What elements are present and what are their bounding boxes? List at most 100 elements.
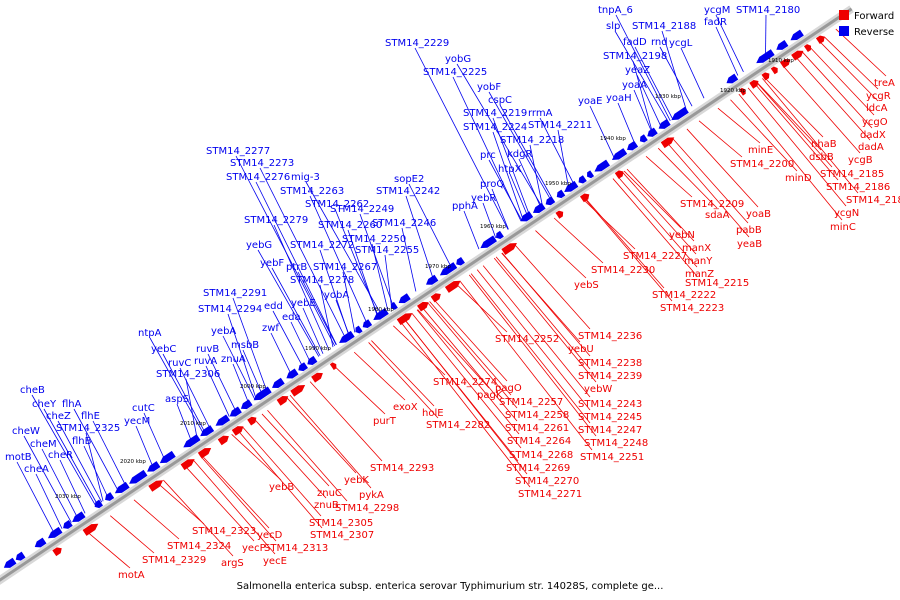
forward-gene-label: sdaA — [705, 210, 730, 221]
label-connector — [401, 227, 417, 292]
scale-tick-label: 1940 kbp — [600, 136, 626, 142]
label-connector — [818, 40, 879, 102]
forward-gene-label: minE — [748, 145, 773, 156]
reverse-gene — [362, 319, 373, 329]
forward-gene-label: STM14_2264 — [507, 436, 571, 447]
label-connector — [242, 349, 263, 395]
reverse-gene-label: cutC — [132, 403, 155, 414]
label-connector — [529, 144, 543, 207]
label-connector — [427, 302, 518, 409]
label-connector — [333, 365, 386, 415]
forward-gene-label: purT — [373, 416, 397, 427]
forward-gene — [311, 372, 323, 383]
forward-gene-label: STM14_2269 — [506, 463, 570, 474]
label-connector — [482, 265, 591, 398]
label-connector — [680, 47, 705, 99]
forward-gene-label: argS — [221, 558, 244, 569]
label-connector — [157, 483, 205, 525]
forward-gene — [231, 426, 244, 436]
forward-gene-label: STM14_2251 — [580, 452, 644, 463]
reverse-gene-label: cheY — [32, 399, 57, 410]
label-connector — [433, 298, 508, 382]
reverse-gene-label: slp — [606, 21, 620, 32]
label-connector — [615, 14, 671, 122]
reverse-gene — [456, 256, 465, 266]
label-connector — [184, 465, 255, 542]
forward-gene-label: STM14_2230 — [591, 265, 655, 276]
label-connector — [270, 332, 292, 376]
forward-gene-label: STM14_2305 — [309, 518, 373, 529]
forward-gene-label: yeaB — [737, 239, 762, 250]
label-connector — [612, 178, 698, 277]
forward-gene-label: STM14_2274 — [433, 377, 497, 388]
label-connector — [470, 273, 591, 424]
label-connector — [41, 448, 79, 519]
label-connector — [514, 244, 591, 330]
label-connector — [227, 313, 257, 399]
label-connector — [535, 230, 587, 279]
forward-gene-label: STM14_2268 — [509, 450, 573, 461]
forward-gene-label: STM14_2258 — [505, 410, 569, 421]
scale-tick-label: 1980 kbp — [368, 307, 394, 313]
label-connector — [747, 87, 847, 207]
label-connector — [135, 425, 154, 468]
reverse-gene — [215, 414, 231, 426]
forward-gene-label: yebB — [269, 482, 294, 493]
scale-tick-label: 1970 kbp — [425, 264, 451, 270]
label-connector — [476, 269, 591, 411]
label-connector — [289, 394, 372, 489]
label-connector — [429, 301, 512, 396]
forward-gene-label: STM14_2239 — [578, 371, 642, 382]
label-connector — [403, 318, 528, 475]
label-connector — [488, 91, 552, 201]
label-connector — [468, 274, 597, 437]
label-connector — [342, 271, 356, 333]
label-connector — [633, 89, 653, 134]
label-connector — [92, 420, 127, 487]
reverse-gene — [390, 301, 398, 310]
forward-gene-label: STM14_2313 — [264, 543, 328, 554]
label-connector — [459, 280, 593, 451]
reverse-gene-label: STM14_2225 — [423, 67, 487, 78]
scale-tick-label: 1910 kbp — [768, 58, 794, 64]
forward-gene — [417, 301, 429, 312]
reverse-gene — [72, 511, 86, 522]
reverse-gene-label: pphA — [452, 201, 478, 212]
label-connector — [59, 459, 86, 514]
label-connector — [495, 256, 591, 370]
reverse-gene-label: STM14_2260 — [318, 220, 382, 231]
label-connector — [286, 397, 357, 474]
forward-gene-label: STM14_2215 — [685, 278, 749, 289]
reverse-gene-label: STM14_2291 — [203, 288, 267, 299]
label-connector — [353, 351, 406, 401]
label-connector — [335, 299, 350, 337]
label-connector — [762, 78, 859, 194]
label-connector — [455, 283, 508, 333]
reverse-gene-label: tnpA_6 — [598, 5, 633, 16]
reverse-gene — [200, 425, 215, 437]
reverse-gene — [639, 134, 648, 143]
forward-gene — [761, 72, 770, 81]
forward-gene-label: STM14_2227 — [623, 251, 687, 262]
reverse-gene — [159, 450, 176, 464]
label-connector — [347, 229, 379, 318]
forward-gene-label: manX — [682, 243, 711, 254]
forward-gene-label: minD — [785, 173, 812, 184]
reverse-gene-label: cheW — [12, 426, 40, 437]
label-connector — [463, 210, 480, 250]
reverse-gene-label: cheA — [24, 464, 49, 475]
reverse-gene-label: yebC — [151, 344, 176, 355]
reverse-gene — [626, 140, 639, 151]
forward-gene-label: yebW — [584, 384, 612, 395]
label-connector — [657, 147, 718, 209]
forward-gene-label: znuB — [314, 500, 339, 511]
legend-swatch-forward — [839, 10, 849, 20]
label-connector — [501, 252, 591, 357]
reverse-gene — [94, 499, 104, 509]
forward-gene-label: pabB — [736, 225, 762, 236]
forward-gene-label: STM14_2200 — [730, 159, 794, 170]
label-connector — [200, 454, 270, 529]
forward-gene-label: ycgO — [862, 117, 888, 128]
reverse-gene — [34, 537, 47, 548]
reverse-gene-label: cheZ — [46, 411, 71, 422]
